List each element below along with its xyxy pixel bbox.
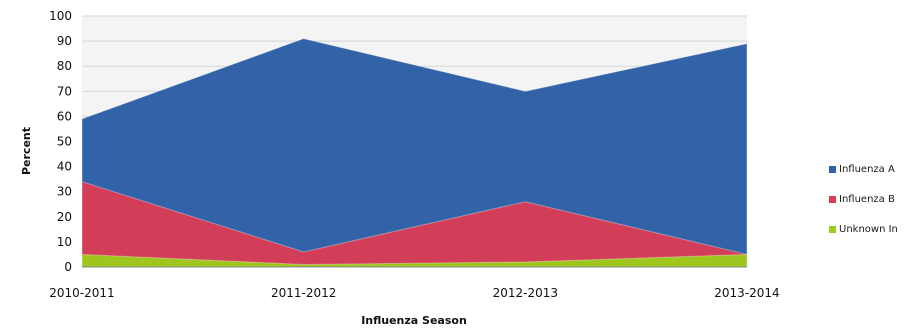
x-tick-label-2010-2011: 2010-2011 — [49, 286, 114, 300]
y-tick-label-40: 40 — [57, 160, 72, 174]
x-tick-label-2011-2012: 2011-2012 — [271, 286, 336, 300]
y-tick-labels: 0 10 20 30 40 50 60 70 80 90 100 — [49, 9, 72, 274]
legend: Influenza A Influenza B Unknown In — [829, 164, 898, 235]
y-axis-label: Percent — [20, 127, 33, 175]
x-axis-label: Influenza Season — [361, 314, 467, 327]
legend-swatch-unknown-in — [829, 226, 836, 233]
y-tick-label-0: 0 — [64, 260, 72, 274]
area-series — [81, 38, 748, 268]
x-tick-label-2012-2013: 2012-2013 — [493, 286, 558, 300]
x-tick-label-2013-2014: 2013-2014 — [714, 286, 779, 300]
y-tick-label-20: 20 — [57, 210, 72, 224]
y-tick-label-70: 70 — [57, 84, 72, 98]
legend-swatch-influenza-a — [829, 166, 836, 173]
y-tick-label-60: 60 — [57, 109, 72, 123]
y-tick-label-50: 50 — [57, 135, 72, 149]
x-tick-labels: 2010-2011 2011-2012 2012-2013 2013-2014 — [49, 286, 779, 300]
y-tick-label-10: 10 — [57, 235, 72, 249]
y-tick-label-80: 80 — [57, 59, 72, 73]
legend-swatch-influenza-b — [829, 196, 836, 203]
y-tick-label-90: 90 — [57, 34, 72, 48]
legend-label-influenza-b: Influenza B — [839, 194, 895, 205]
y-tick-label-100: 100 — [49, 9, 72, 23]
y-tick-label-30: 30 — [57, 185, 72, 199]
legend-label-unknown-in: Unknown In — [839, 224, 898, 235]
legend-label-influenza-a: Influenza A — [839, 164, 895, 175]
